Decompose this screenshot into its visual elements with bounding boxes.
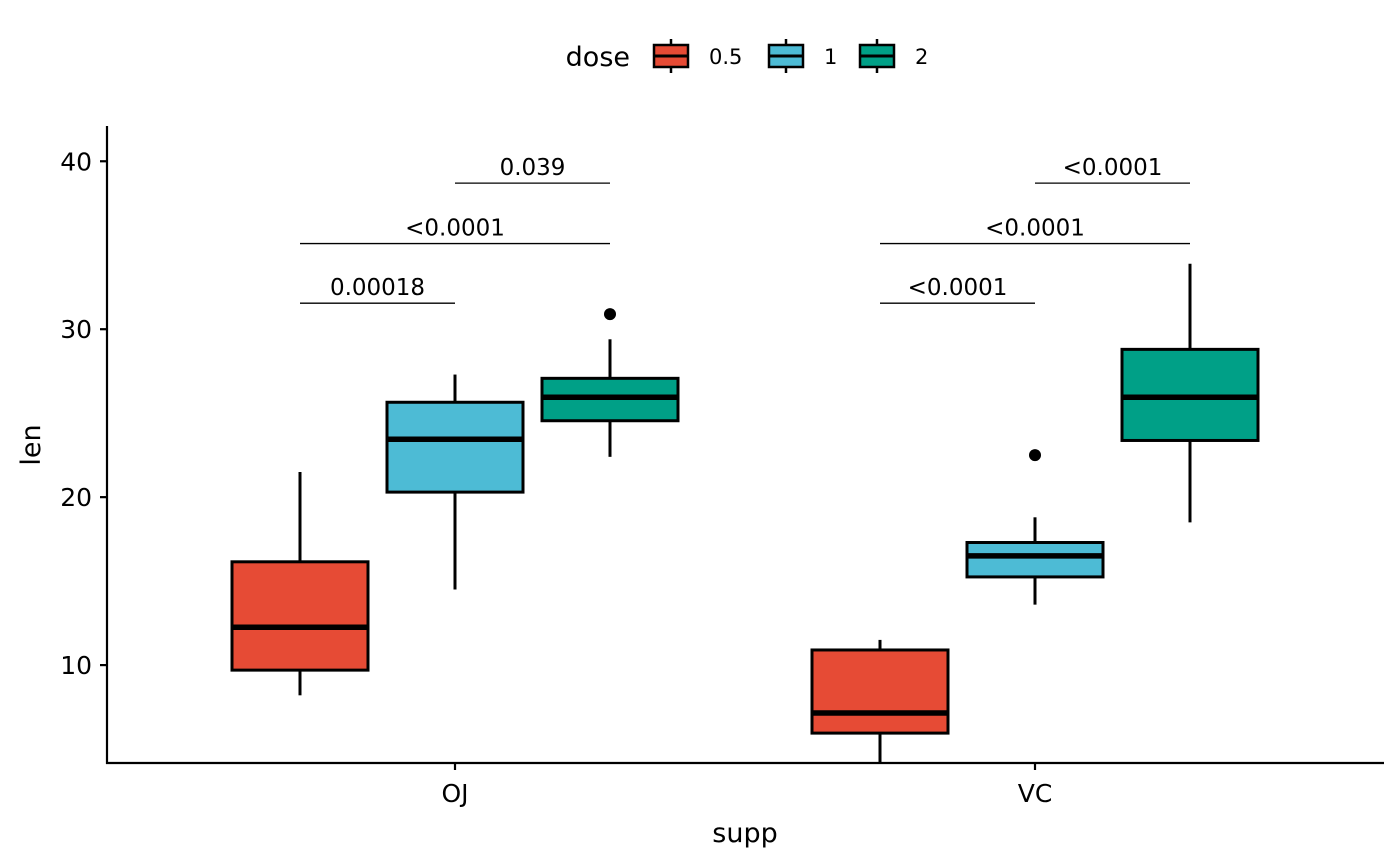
legend-entry-0_5: 0.5 — [652, 39, 742, 73]
x-tick-label: OJ — [441, 779, 468, 808]
box-dose-2-OJ — [540, 308, 680, 457]
p-value-label: <0.0001 — [405, 216, 505, 242]
x-ticks: OJ VC — [441, 763, 1052, 808]
x-axis-title: supp — [712, 818, 777, 849]
y-tick-label: 40 — [60, 147, 92, 176]
legend-label: 1 — [824, 45, 837, 69]
p-value-label: 0.039 — [500, 155, 566, 181]
legend-label: 0.5 — [709, 45, 742, 69]
p-value-label: <0.0001 — [985, 216, 1085, 242]
legend-title: dose — [566, 42, 630, 73]
legend-label: 2 — [915, 45, 928, 69]
outlier-point — [1029, 449, 1041, 462]
outlier-point — [604, 308, 616, 321]
legend-entry-2: 2 — [858, 39, 928, 73]
axes: 10 20 30 40 OJ VC supp len — [16, 126, 1384, 849]
significance-bracket: 0.00018 — [300, 275, 455, 304]
box-dose-2-VC — [1120, 263, 1260, 523]
box-dose-0_5-OJ — [230, 471, 370, 696]
legend: dose 0.5 1 2 — [566, 39, 928, 73]
y-axis-title: len — [16, 424, 47, 465]
significance-bracket: <0.0001 — [1035, 155, 1190, 184]
y-tick-label: 30 — [60, 315, 92, 344]
box-iqr — [385, 400, 525, 494]
box-iqr — [965, 540, 1105, 579]
p-value-label: 0.00018 — [330, 275, 425, 301]
box-iqr — [810, 648, 950, 735]
y-ticks: 10 20 30 40 — [60, 147, 107, 680]
boxes — [230, 263, 1260, 763]
significance-bracket: <0.0001 — [300, 216, 610, 245]
significance-brackets: 0.00018 <0.0001 0.039 <0.0001 <0.0001 <0.0001 — [300, 155, 1190, 304]
legend-entries: 0.5 1 2 — [652, 39, 928, 73]
box-iqr — [230, 560, 370, 672]
legend-entry-1: 1 — [767, 39, 837, 73]
p-value-label: <0.0001 — [908, 275, 1008, 301]
y-tick-label: 20 — [60, 483, 92, 512]
significance-bracket: <0.0001 — [880, 275, 1035, 304]
box-dose-1-OJ — [385, 374, 525, 590]
box-dose-0_5-VC — [810, 639, 950, 763]
significance-bracket: 0.039 — [455, 155, 610, 184]
box-dose-1-VC — [965, 449, 1105, 605]
x-tick-label: VC — [1018, 779, 1053, 808]
significance-bracket: <0.0001 — [880, 216, 1190, 245]
p-value-label: <0.0001 — [1063, 155, 1163, 181]
y-tick-label: 10 — [60, 651, 92, 680]
